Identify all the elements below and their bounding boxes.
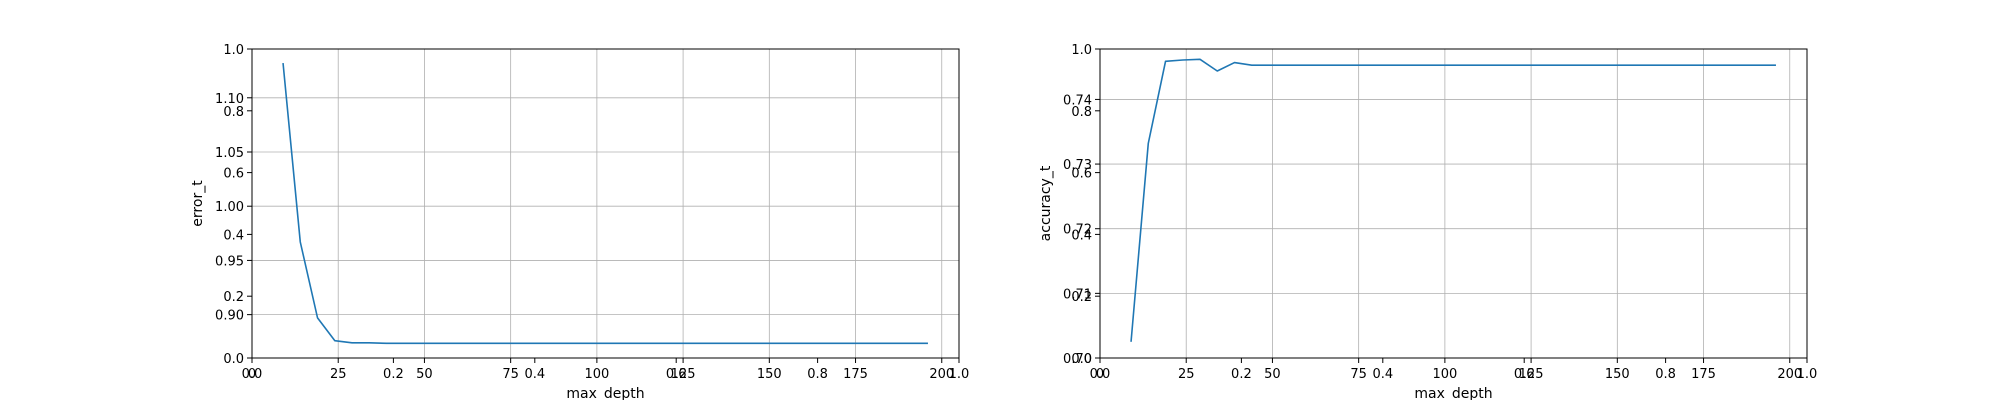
error-chart-overlay-ytick-label: 1.0 (223, 43, 244, 58)
error-chart-xtick-label: 0 (248, 367, 256, 382)
accuracy-chart-overlay-xtick-label: 0.6 (1514, 367, 1535, 382)
error-chart-overlay-xtick-label: 0.4 (524, 367, 545, 382)
accuracy-chart-overlay-ytick-label: 0.2 (1071, 290, 1092, 305)
accuracy-chart-xtick-label: 100 (1432, 367, 1457, 382)
accuracy-chart-xtick-label: 125 (1519, 367, 1544, 382)
error-chart-overlay-xtick-label: 1.0 (949, 367, 970, 382)
error-chart-xtick-label: 25 (330, 367, 347, 382)
accuracy-chart-ticks: 0 25 50 75 100 125 150 175 2000.700.710.720.730.… (1063, 43, 1817, 382)
error-chart-ticks: 0 25 50 75 100 125 150 175 200 0.90 0.95 1.00 1.05 1.… (215, 43, 969, 382)
accuracy-chart-overlay-xtick-label: 0.4 (1372, 367, 1393, 382)
error-chart: 0 25 50 75 100 125 150 175 200 0.90 0.95 1.00 1.05 1.… (190, 43, 969, 400)
accuracy-chart-overlay-xtick-label: 0.8 (1655, 367, 1676, 382)
accuracy-chart-overlay-ytick-label: 0.6 (1071, 167, 1092, 182)
accuracy-chart-overlay-ytick-label: 0.8 (1071, 105, 1092, 120)
error-chart-overlay-xtick-label: 0.6 (666, 367, 687, 382)
error-chart-ylabel: error_t (190, 180, 206, 227)
accuracy-chart-overlay-ytick-label: 0.4 (1071, 228, 1092, 243)
accuracy-chart-ylabel: accuracy_t (1038, 165, 1054, 241)
error-chart-ytick-label: 0.90 (215, 309, 244, 324)
accuracy-chart-ytick-label: 0.70 (1063, 352, 1092, 367)
accuracy-chart-overlay-xtick-label: 0.0 (1090, 367, 1111, 382)
accuracy-chart-series-line (1130, 58, 1776, 342)
accuracy-chart-ytick-label: 0.72 (1063, 223, 1092, 238)
error-chart-xtick-label: 75 (502, 367, 519, 382)
accuracy-chart-overlay-xtick-label: 0.2 (1231, 367, 1252, 382)
error-chart-overlay-ytick-label: 0.4 (223, 228, 244, 243)
error-chart-xtick-label: 200 (929, 367, 954, 382)
error-chart-ytick-label: 1.00 (215, 200, 244, 215)
error-chart-ytick-label: 1.10 (215, 92, 244, 107)
error-chart-overlay-xtick-label: 0.2 (383, 367, 404, 382)
error-chart-overlay-ytick-label: 0.8 (223, 105, 244, 120)
accuracy-chart-ytick-label: 0.71 (1063, 287, 1092, 302)
error-chart-xtick-label: 50 (416, 367, 433, 382)
error-chart-grid (251, 49, 959, 358)
error-chart-lines (282, 63, 928, 345)
error-chart-frame (251, 48, 960, 359)
accuracy-chart: 0 25 50 75 100 125 150 175 2000.700.710.720.730.… (1038, 43, 1817, 400)
error-chart-ytick-label: 1.05 (215, 146, 244, 161)
accuracy-chart-xtick-label: 0 (1096, 367, 1104, 382)
error-chart-series-line (282, 63, 928, 345)
accuracy-chart-ytick-label: 0.73 (1063, 158, 1092, 173)
error-chart-xtick-label: 125 (671, 367, 696, 382)
error-chart-overlay-ytick-label: 0.6 (223, 167, 244, 182)
accuracy-chart-frame (1099, 48, 1808, 359)
accuracy-chart-xtick-label: 200 (1777, 367, 1802, 382)
error-chart-xtick-label: 175 (843, 367, 868, 382)
error-chart-xtick-label: 100 (584, 367, 609, 382)
accuracy-chart-ytick-label: 0.74 (1063, 93, 1092, 108)
accuracy-chart-xtick-label: 50 (1264, 367, 1281, 382)
accuracy-chart-overlay-ytick-label: 0.0 (1071, 352, 1092, 367)
error-chart-overlay-ytick-label: 0.2 (223, 290, 244, 305)
accuracy-chart-xlabel: max_depth (1414, 386, 1492, 400)
error-chart-overlay-ytick-label: 0.0 (223, 352, 244, 367)
error-chart-overlay-xtick-label: 0.0 (242, 367, 263, 382)
error-chart-ytick-label: 0.95 (215, 254, 244, 269)
accuracy-chart-xtick-label: 25 (1178, 367, 1195, 382)
error-chart-xtick-label: 150 (757, 367, 782, 382)
accuracy-chart-lines (1130, 58, 1776, 342)
accuracy-chart-xtick-label: 150 (1605, 367, 1630, 382)
accuracy-chart-xtick-label: 75 (1350, 367, 1367, 382)
accuracy-chart-overlay-ytick-label: 1.0 (1071, 43, 1092, 58)
error-chart-overlay-xtick-label: 0.8 (807, 367, 828, 382)
accuracy-chart-overlay-xtick-label: 1.0 (1797, 367, 1818, 382)
accuracy-chart-xtick-label: 175 (1691, 367, 1716, 382)
error-chart-xlabel: max_depth (566, 386, 644, 400)
